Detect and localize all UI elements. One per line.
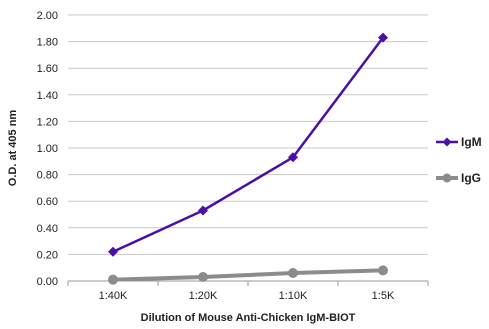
y-tick-label: 1.00 <box>37 143 58 155</box>
y-tick-label: 0.20 <box>37 249 58 261</box>
legend: IgM IgG <box>436 135 482 185</box>
series-line-IgM <box>112 36 384 253</box>
legend-label-IgG: IgG <box>461 171 481 185</box>
series-line-IgG <box>112 268 384 282</box>
data-point-IgG <box>108 274 118 285</box>
data-point-IgM <box>198 205 208 216</box>
x-tick-label: 1:40K <box>99 290 128 302</box>
x-axis-title: Dilution of Mouse Anti-Chicken IgM-BIOT <box>141 312 356 324</box>
axes: 0.00 0.20 0.40 0.60 0.80 1.00 1.20 1.40 1.60 1.80… <box>37 10 429 302</box>
gridlines <box>68 14 428 282</box>
y-tick-label: 1.20 <box>37 116 58 128</box>
data-point-IgG <box>288 268 298 279</box>
data-point-IgM <box>378 32 388 43</box>
y-tick-label: 1.40 <box>37 90 58 102</box>
y-tick-label: 1.80 <box>37 37 58 49</box>
y-tick-label: 0.60 <box>37 196 58 208</box>
y-tick-label: 0.80 <box>37 170 58 182</box>
y-tick-label: 2.00 <box>37 10 58 22</box>
y-axis-title: O.D. at 405 nm <box>7 110 19 187</box>
x-tick-label: 1:5K <box>372 290 395 302</box>
data-point-IgG <box>198 272 208 283</box>
y-tick-label: 1.60 <box>37 63 58 75</box>
data-point-IgG <box>378 265 388 276</box>
x-tick-label: 1:20K <box>189 290 218 302</box>
data-point-IgM <box>108 246 118 257</box>
legend-label-IgM: IgM <box>461 135 482 149</box>
y-tick-label: 0.00 <box>37 276 58 288</box>
x-tick-label: 1:10K <box>279 290 308 302</box>
legend-marker-IgM <box>442 137 452 147</box>
legend-marker-IgG <box>442 173 452 183</box>
series-group <box>108 32 388 285</box>
y-tick-label: 0.40 <box>37 223 58 235</box>
data-point-IgM <box>288 152 298 163</box>
